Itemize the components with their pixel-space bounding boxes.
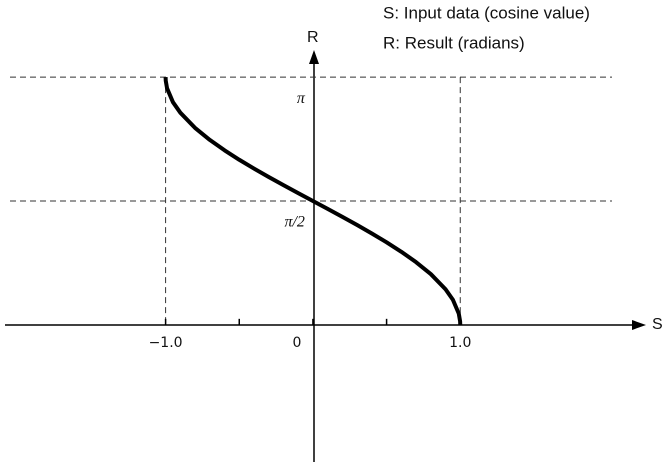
x-axis-arrow: [632, 320, 646, 330]
line-series: [163, 77, 463, 325]
x-tick-label: 1.0: [449, 335, 471, 351]
y-axis-label: R: [307, 29, 319, 46]
annotation: S: Input data (cosine value): [383, 3, 590, 22]
y-tick-label: π: [297, 90, 306, 107]
x-tick-label: −1.0: [149, 335, 183, 351]
x-tick-label: 0: [292, 335, 301, 351]
y-axis-arrow: [309, 50, 319, 64]
annotation: R: Result (radians): [383, 33, 525, 52]
y-tick-label: π/2: [284, 214, 304, 231]
x-axis-label: S: [652, 316, 662, 333]
